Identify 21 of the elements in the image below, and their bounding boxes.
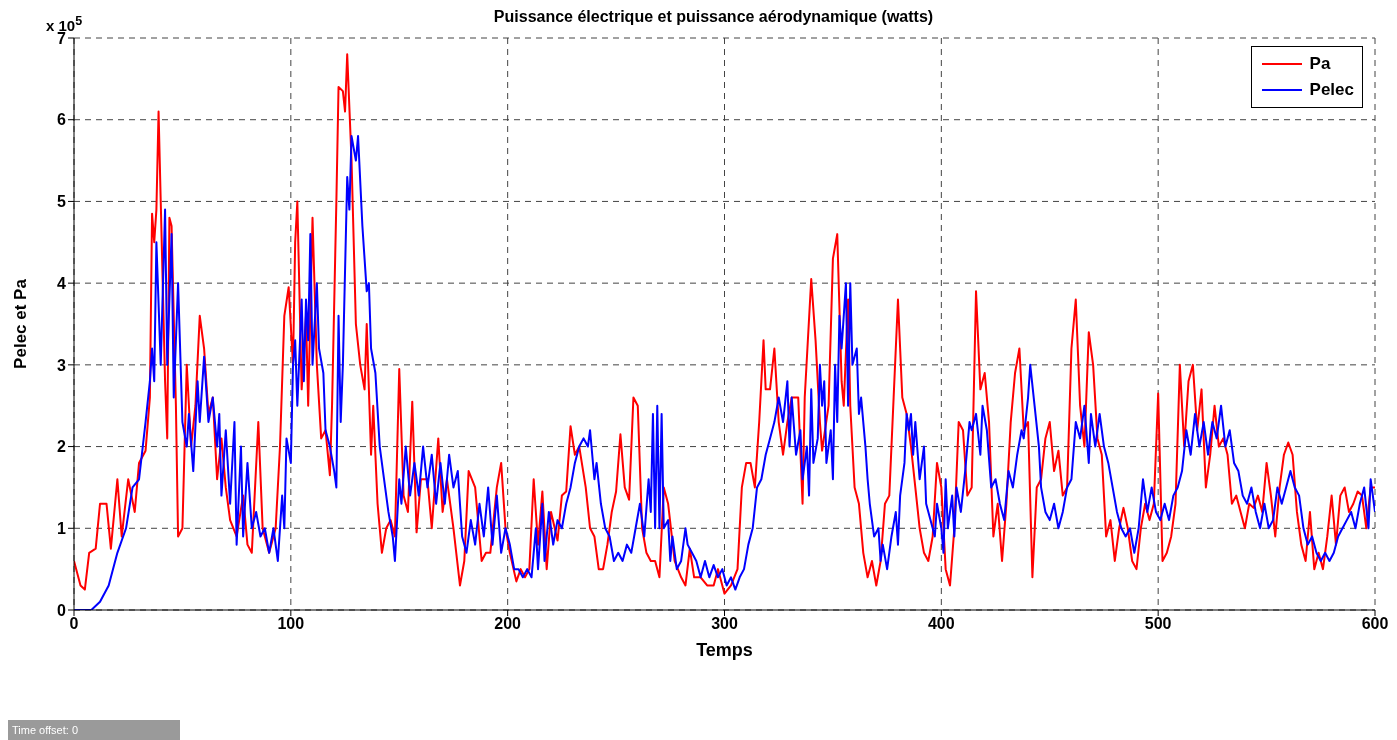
x-tick-label: 600 bbox=[1361, 615, 1389, 633]
y-tick-label: 0 bbox=[57, 601, 67, 619]
y-tick-label: 4 bbox=[57, 274, 67, 292]
x-tick-label: 200 bbox=[494, 615, 522, 633]
y-tick-label: 2 bbox=[57, 438, 67, 456]
y-tick-label: 5 bbox=[57, 193, 67, 211]
y-tick-label: 1 bbox=[57, 519, 67, 537]
legend-label: Pelec bbox=[1309, 80, 1354, 100]
x-tick-label: 100 bbox=[277, 615, 305, 633]
y-tick-label: 6 bbox=[57, 111, 67, 129]
x-tick-label: 500 bbox=[1144, 615, 1172, 633]
y-axis-title: Pelec et Pa bbox=[11, 278, 31, 369]
y-tick-label: 3 bbox=[57, 356, 67, 374]
line-series bbox=[74, 53, 1375, 595]
x-axis-title: Temps bbox=[696, 640, 753, 660]
x-tick-label: 0 bbox=[69, 615, 79, 633]
x-tick-label: 300 bbox=[711, 615, 738, 633]
legend-label: Pa bbox=[1309, 54, 1331, 74]
x-tick-label: 400 bbox=[927, 615, 955, 633]
text: Time offset: 0 bbox=[8, 720, 180, 740]
chart-title: Puissance électrique et puissance aérodynamique (watts) bbox=[493, 8, 934, 25]
